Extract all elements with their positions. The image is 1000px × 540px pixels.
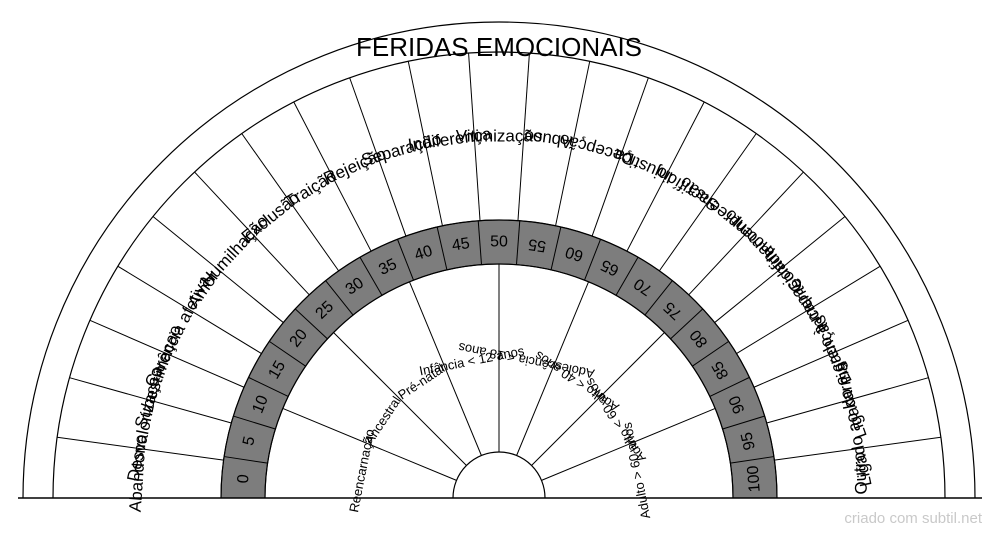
wound-divider (658, 133, 757, 272)
scale-divider (709, 376, 750, 397)
scale-value: 65 (598, 256, 622, 279)
scale-value: 55 (527, 235, 547, 254)
scale-divider (325, 280, 354, 316)
arc-ring (52, 51, 946, 499)
scale-value: 90 (726, 393, 748, 416)
footer-credit: criado com subtil.net (844, 510, 982, 527)
wound-divider (517, 53, 530, 221)
origin-divider (408, 281, 482, 456)
origin-divider (541, 407, 716, 481)
origin-label: Ancestral (361, 393, 404, 446)
scale-divider (515, 220, 521, 265)
arc-ring (22, 21, 976, 499)
scale-divider (396, 239, 414, 281)
wound-divider (626, 101, 705, 252)
scale-divider (730, 456, 774, 464)
wound-divider (774, 436, 941, 461)
scale-divider (692, 340, 729, 367)
scale-divider (294, 308, 328, 340)
scale-value: 45 (451, 235, 471, 254)
scale-value: 0 (235, 474, 253, 484)
wound-divider (407, 61, 443, 226)
origin-divider (333, 332, 467, 466)
scale-value: 100 (745, 465, 764, 493)
arc-ring (220, 219, 778, 499)
scale-value: 15 (265, 358, 289, 382)
arc-ring (452, 451, 546, 499)
scale-divider (644, 280, 673, 316)
wound-divider (688, 171, 804, 296)
scale-divider (359, 256, 383, 296)
scale-divider (233, 415, 276, 430)
wound-divider (736, 265, 881, 354)
origin-divider (282, 407, 457, 481)
scale-divider (670, 308, 704, 340)
wound-divider (293, 101, 372, 252)
scale-value: 50 (490, 234, 508, 251)
wound-divider (766, 377, 929, 424)
scale-divider (550, 226, 562, 270)
wound-divider (194, 171, 310, 296)
wound-label: Outro (849, 451, 871, 495)
wound-divider (117, 265, 262, 354)
scale-value: 60 (563, 243, 585, 265)
origin-divider (531, 332, 665, 466)
origin-divider (516, 281, 590, 456)
scale-divider (615, 256, 639, 296)
scale-divider (224, 456, 268, 464)
wound-divider (349, 77, 407, 237)
scale-value: 40 (413, 243, 435, 265)
scale-value: 95 (738, 430, 759, 451)
scale-divider (436, 226, 448, 270)
wound-divider (89, 319, 245, 388)
scale-divider (722, 415, 765, 430)
wound-divider (468, 53, 481, 221)
wound-divider (57, 436, 224, 461)
wound-divider (152, 216, 284, 323)
scale-value: 10 (250, 393, 272, 416)
dividers-layer (18, 21, 982, 499)
wound-divider (555, 61, 591, 226)
origin-label: Adulto > 60 anos (619, 421, 653, 520)
wound-divider (753, 319, 909, 388)
scale-value: 85 (709, 358, 733, 382)
wound-divider (69, 377, 232, 424)
wound-label: Vitimização (456, 127, 543, 146)
scale-divider (248, 376, 289, 397)
scale-value: 5 (240, 435, 259, 448)
chart-title: FERIDAS EMOCIONAIS (356, 32, 642, 62)
wound-divider (591, 77, 649, 237)
scale-value: 35 (376, 256, 400, 279)
scale-divider (584, 239, 602, 281)
wound-divider (241, 133, 340, 272)
scale-divider (269, 340, 306, 367)
wound-divider (714, 216, 846, 323)
scale-divider (477, 220, 483, 265)
